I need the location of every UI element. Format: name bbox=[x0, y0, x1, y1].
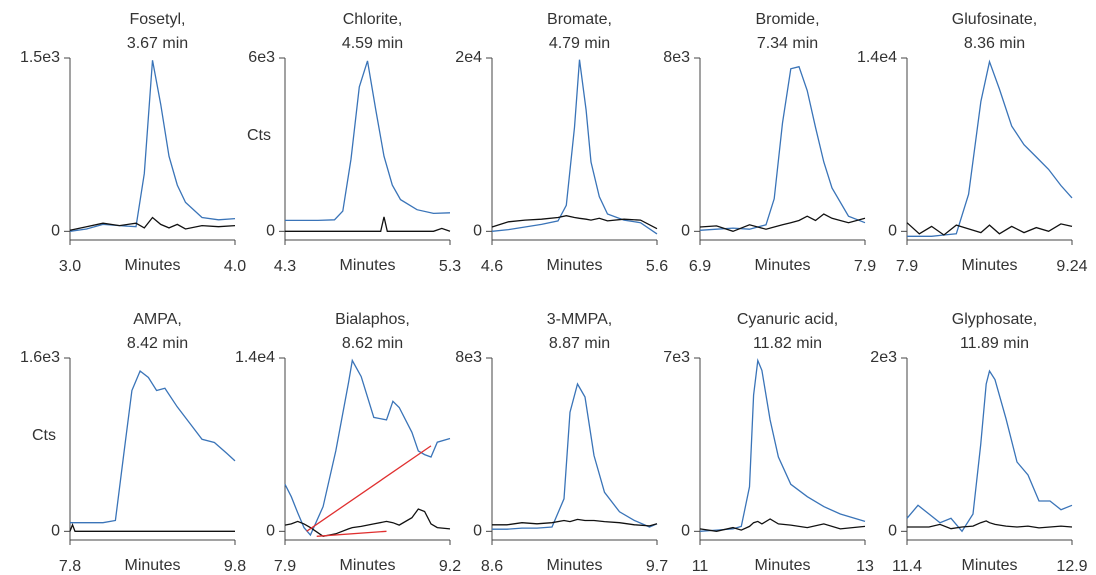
y-axis-label: Cts bbox=[32, 427, 56, 444]
x-axis-label: Minutes bbox=[754, 557, 810, 574]
trace bbox=[69, 60, 236, 232]
chart-title: Chlorite, bbox=[343, 11, 403, 28]
y-tick-label: 8e3 bbox=[455, 349, 482, 366]
chart-subtitle: 11.89 min bbox=[960, 335, 1029, 352]
chart-title: Bromate, bbox=[547, 11, 612, 28]
x-axis-label: Minutes bbox=[339, 257, 395, 274]
y-tick-label: 0 bbox=[473, 523, 482, 540]
y-tick-label: 0 bbox=[51, 523, 60, 540]
chart-subtitle: 4.79 min bbox=[549, 35, 610, 52]
x-tick-label: 9.7 bbox=[646, 558, 668, 575]
x-tick-label: 4.0 bbox=[224, 258, 246, 275]
y-tick-label: 7e3 bbox=[663, 349, 690, 366]
y-tick-label: 2e3 bbox=[870, 349, 897, 366]
y-tick-label: 0 bbox=[473, 223, 482, 240]
y-tick-label: 0 bbox=[681, 223, 690, 240]
chart-title: Fosetyl, bbox=[129, 11, 185, 28]
x-axis-label: Minutes bbox=[754, 257, 810, 274]
x-axis-label: Minutes bbox=[961, 557, 1017, 574]
chart-subtitle: 8.42 min bbox=[127, 335, 188, 352]
chart-title: Cyanuric acid, bbox=[737, 311, 838, 328]
trace bbox=[306, 445, 432, 532]
x-tick-label: 9.8 bbox=[224, 558, 246, 575]
trace bbox=[285, 216, 451, 232]
y-tick-label: 1.5e3 bbox=[20, 49, 60, 66]
trace bbox=[70, 369, 236, 524]
chart-subtitle: 11.82 min bbox=[753, 335, 822, 352]
trace bbox=[285, 60, 451, 222]
y-tick-label: 0 bbox=[888, 523, 897, 540]
x-tick-label: 8.6 bbox=[481, 558, 503, 575]
x-tick-label: 9.2 bbox=[439, 558, 461, 575]
y-tick-label: 0 bbox=[266, 523, 275, 540]
chart-title: 3-MMPA, bbox=[547, 311, 612, 328]
trace bbox=[907, 520, 1073, 530]
x-tick-label: 4.3 bbox=[274, 258, 296, 275]
trace bbox=[699, 518, 866, 532]
x-axis-label: Minutes bbox=[546, 557, 602, 574]
y-tick-label: 1.6e3 bbox=[20, 349, 60, 366]
y-tick-label: 0 bbox=[266, 223, 275, 240]
x-tick-label: 5.3 bbox=[439, 258, 461, 275]
trace bbox=[491, 215, 658, 230]
chart-title: Bromide, bbox=[755, 11, 819, 28]
y-tick-label: 0 bbox=[51, 223, 60, 240]
chart-subtitle: 8.62 min bbox=[342, 335, 403, 352]
chart-subtitle: 4.59 min bbox=[342, 35, 403, 52]
chart-subtitle: 8.36 min bbox=[964, 35, 1025, 52]
y-tick-label: 2e4 bbox=[455, 49, 482, 66]
chart-subtitle: 8.87 min bbox=[549, 335, 610, 352]
y-axis-label: Cts bbox=[247, 127, 271, 144]
trace bbox=[284, 358, 451, 537]
chart-title: AMPA, bbox=[133, 311, 182, 328]
trace bbox=[316, 530, 387, 537]
x-tick-label: 3.0 bbox=[59, 258, 81, 275]
x-tick-label: 7.9 bbox=[274, 558, 296, 575]
x-axis-label: Minutes bbox=[961, 257, 1017, 274]
x-tick-label: 7.9 bbox=[854, 258, 876, 275]
x-tick-label: 5.6 bbox=[646, 258, 668, 275]
x-tick-label: 11.4 bbox=[892, 558, 922, 575]
x-axis-label: Minutes bbox=[124, 557, 180, 574]
trace bbox=[699, 357, 866, 532]
trace bbox=[69, 522, 235, 532]
y-tick-label: 1.4e4 bbox=[857, 49, 897, 66]
trace bbox=[906, 369, 1073, 533]
x-tick-label: 12.9 bbox=[1056, 558, 1087, 575]
trace bbox=[69, 216, 236, 231]
trace bbox=[492, 518, 658, 527]
chart-title: Glufosinate, bbox=[952, 11, 1037, 28]
chart-subtitle: 3.67 min bbox=[127, 35, 188, 52]
y-tick-label: 0 bbox=[888, 223, 897, 240]
x-tick-label: 11 bbox=[692, 558, 709, 575]
x-tick-label: 9.24 bbox=[1056, 258, 1087, 275]
x-axis-label: Minutes bbox=[124, 257, 180, 274]
chart-title: Bialaphos, bbox=[335, 311, 410, 328]
trace bbox=[492, 382, 658, 530]
trace bbox=[699, 213, 866, 232]
x-tick-label: 6.9 bbox=[689, 258, 711, 275]
y-tick-label: 6e3 bbox=[248, 49, 275, 66]
trace bbox=[906, 222, 1073, 236]
y-tick-label: 1.4e4 bbox=[235, 349, 275, 366]
trace bbox=[284, 508, 451, 537]
trace bbox=[907, 59, 1073, 237]
x-tick-label: 13 bbox=[856, 558, 874, 575]
chart-title: Glyphosate, bbox=[952, 311, 1037, 328]
x-axis-label: Minutes bbox=[546, 257, 602, 274]
x-axis-label: Minutes bbox=[339, 557, 395, 574]
x-tick-label: 7.9 bbox=[896, 258, 918, 275]
x-tick-label: 7.8 bbox=[59, 558, 81, 575]
trace bbox=[491, 59, 658, 235]
chart-subtitle: 7.34 min bbox=[757, 35, 818, 52]
x-tick-label: 4.6 bbox=[481, 258, 503, 275]
trace bbox=[699, 65, 866, 231]
y-tick-label: 8e3 bbox=[663, 49, 690, 66]
y-tick-label: 0 bbox=[681, 523, 690, 540]
